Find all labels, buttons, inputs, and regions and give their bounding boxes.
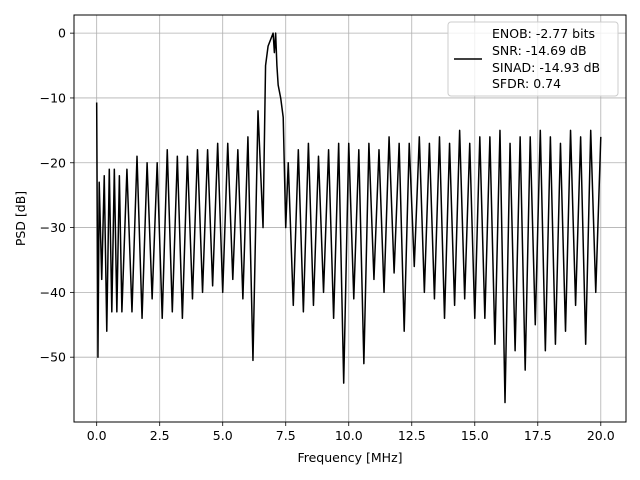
y-axis-ticks: 0 −10 −20 −30 −40 −50	[40, 26, 74, 365]
x-axis-ticks: 0.0 2.5 5.0 7.5 10.0 12.5 15.0 17.5 20.0	[87, 422, 615, 443]
plot-frame	[73, 14, 627, 423]
legend-line-sinad: SINAD: -14.93 dB	[492, 60, 600, 75]
y-tick-label: −10	[40, 90, 66, 105]
psd-series-line	[95, 32, 602, 404]
legend: ENOB: -2.77 bits SNR: -14.69 dB SINAD: -…	[447, 21, 619, 97]
x-tick-label: 0.0	[87, 428, 107, 443]
x-tick-label: 5.0	[213, 428, 233, 443]
y-tick-label: 0	[58, 26, 66, 41]
x-tick-label: 2.5	[150, 428, 170, 443]
x-axis-title: Frequency [MHz]	[297, 450, 402, 465]
y-tick-label: −30	[40, 220, 66, 235]
legend-line-snr: SNR: -14.69 dB	[492, 43, 587, 58]
y-tick-label: −40	[40, 285, 66, 300]
legend-line-sfdr: SFDR: 0.74	[492, 76, 561, 91]
y-tick-label: −50	[40, 350, 66, 365]
x-tick-label: 12.5	[398, 428, 426, 443]
x-tick-label: 20.0	[587, 428, 615, 443]
legend-line-enob: ENOB: -2.77 bits	[492, 26, 595, 41]
y-tick-label: −20	[40, 155, 66, 170]
y-axis-title: PSD [dB]	[13, 191, 28, 246]
x-tick-label: 10.0	[335, 428, 363, 443]
legend-box	[447, 21, 619, 97]
x-tick-label: 15.0	[461, 428, 489, 443]
x-tick-label: 17.5	[524, 428, 552, 443]
x-tick-label: 7.5	[276, 428, 296, 443]
